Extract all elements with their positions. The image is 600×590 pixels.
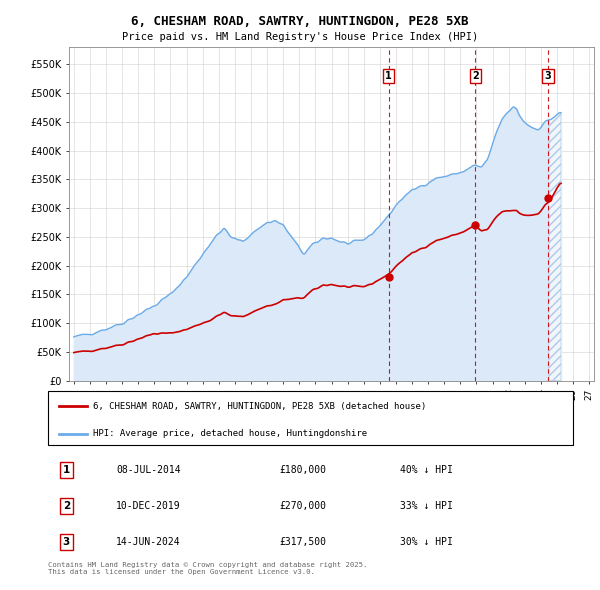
Text: £270,000: £270,000 xyxy=(279,502,326,512)
Text: £317,500: £317,500 xyxy=(279,537,326,548)
Text: 33% ↓ HPI: 33% ↓ HPI xyxy=(400,502,452,512)
Text: 2: 2 xyxy=(472,71,479,81)
Text: 6, CHESHAM ROAD, SAWTRY, HUNTINGDON, PE28 5XB: 6, CHESHAM ROAD, SAWTRY, HUNTINGDON, PE2… xyxy=(131,15,469,28)
Text: 2: 2 xyxy=(63,502,70,512)
Text: 10-DEC-2019: 10-DEC-2019 xyxy=(116,502,181,512)
Text: 6, CHESHAM ROAD, SAWTRY, HUNTINGDON, PE28 5XB (detached house): 6, CHESHAM ROAD, SAWTRY, HUNTINGDON, PE2… xyxy=(92,402,426,411)
Text: 3: 3 xyxy=(63,537,70,548)
Text: 1: 1 xyxy=(385,71,392,81)
Text: Price paid vs. HM Land Registry's House Price Index (HPI): Price paid vs. HM Land Registry's House … xyxy=(122,32,478,42)
Text: 30% ↓ HPI: 30% ↓ HPI xyxy=(400,537,452,548)
Text: 3: 3 xyxy=(545,71,551,81)
Text: 40% ↓ HPI: 40% ↓ HPI xyxy=(400,466,452,475)
Text: 14-JUN-2024: 14-JUN-2024 xyxy=(116,537,181,548)
Text: Contains HM Land Registry data © Crown copyright and database right 2025.
This d: Contains HM Land Registry data © Crown c… xyxy=(48,562,367,575)
Text: £180,000: £180,000 xyxy=(279,466,326,475)
FancyBboxPatch shape xyxy=(48,391,573,445)
Text: 1: 1 xyxy=(63,466,70,475)
Text: 08-JUL-2014: 08-JUL-2014 xyxy=(116,466,181,475)
Text: HPI: Average price, detached house, Huntingdonshire: HPI: Average price, detached house, Hunt… xyxy=(92,429,367,438)
